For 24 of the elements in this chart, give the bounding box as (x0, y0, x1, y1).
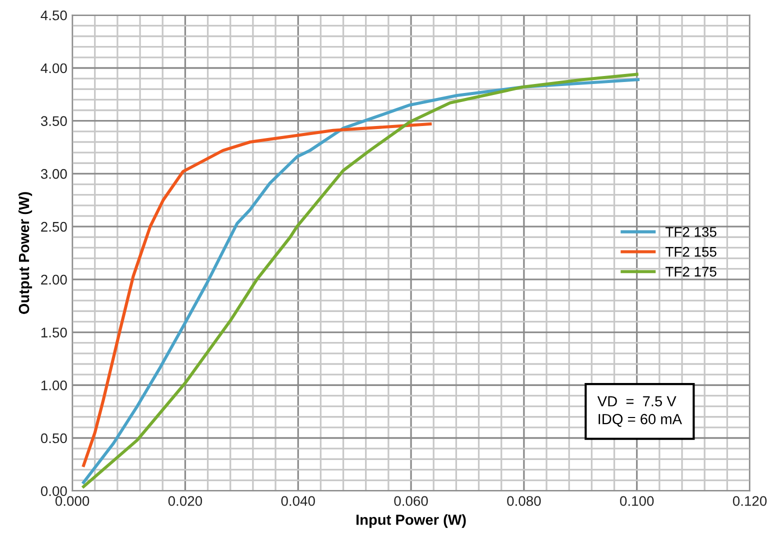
y-tick-label: 0.00 (40, 486, 67, 496)
y-tick-label: 1.50 (41, 328, 67, 338)
legend-label: TF2 175 (666, 266, 716, 277)
y-tick-label: 2.50 (41, 222, 67, 232)
y-tick-label: 0.50 (40, 433, 67, 444)
x-axis-title: Input Power (W) (356, 514, 466, 528)
legend-label: TF2 155 (666, 246, 716, 257)
annotation: VD = 7.5 V IDQ = 60 mA (597, 396, 682, 427)
legend-label: TF2 135 (666, 226, 716, 237)
x-tick-label: 0.100 (620, 496, 654, 506)
x-tick-label: 0.020 (168, 496, 202, 506)
y-tick-label: 3.50 (40, 116, 67, 126)
y-tick-label: 3.00 (40, 169, 67, 179)
x-tick-label: 0.080 (507, 496, 541, 506)
x-tick-label: 0.040 (281, 496, 315, 506)
x-tick-label: 0.000 (55, 496, 90, 506)
x-tick-label: 0.120 (732, 496, 767, 506)
x-tick-label: 0.060 (394, 496, 428, 506)
line-series (82, 122, 432, 468)
y-tick-label: 4.50 (40, 10, 67, 20)
y-tick-label: 4.00 (40, 63, 67, 74)
y-axis-title: Output Power (W) (18, 192, 32, 314)
y-tick-label: 1.00 (41, 380, 67, 390)
y-tick-label: 2.00 (41, 274, 67, 285)
